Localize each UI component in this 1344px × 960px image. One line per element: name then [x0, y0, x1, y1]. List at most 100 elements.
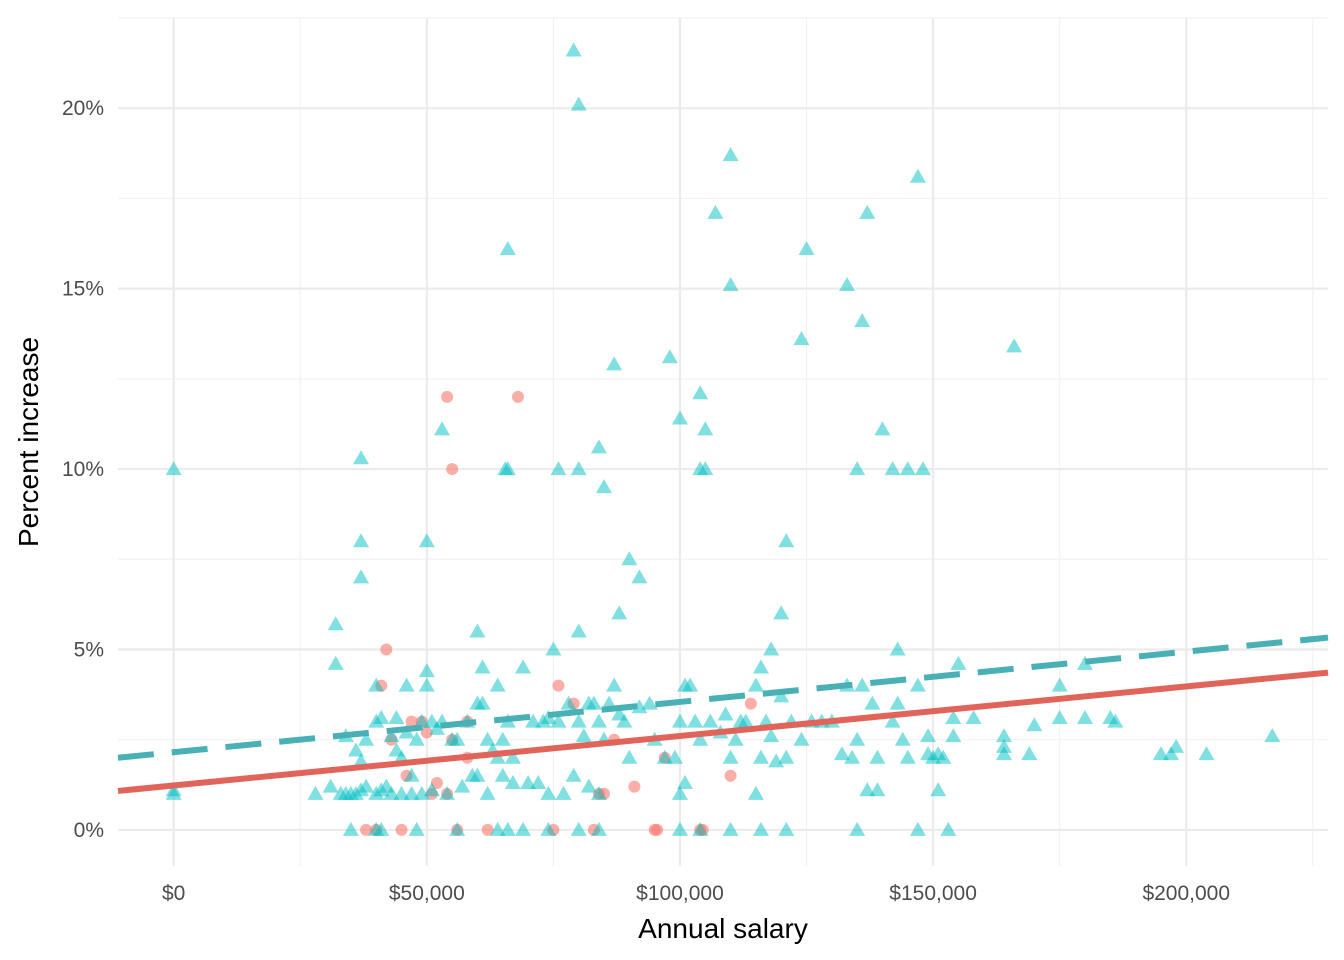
- data-point-triangle: [864, 695, 881, 710]
- data-point-circle: [405, 715, 418, 728]
- data-point-triangle: [798, 240, 815, 255]
- data-point-triangle: [778, 749, 795, 764]
- data-point-triangle: [621, 749, 638, 764]
- data-point-triangle: [722, 821, 739, 836]
- data-point-triangle: [322, 778, 339, 793]
- data-point-triangle: [464, 767, 481, 782]
- data-point-triangle: [909, 821, 926, 836]
- data-point-triangle: [778, 821, 795, 836]
- data-point-triangle: [342, 821, 359, 836]
- data-point-circle: [360, 823, 373, 836]
- data-point-triangle: [585, 695, 602, 710]
- data-point-triangle: [884, 713, 901, 728]
- data-point-triangle: [661, 349, 678, 364]
- data-point-triangle: [358, 778, 375, 793]
- data-point-triangle: [489, 677, 506, 692]
- data-point-triangle: [849, 821, 866, 836]
- data-point-triangle: [1264, 728, 1281, 743]
- data-point-triangle: [449, 731, 466, 746]
- data-point-triangle: [722, 749, 739, 764]
- data-point-triangle: [692, 821, 709, 836]
- data-point-triangle: [590, 821, 607, 836]
- data-point-triangle: [469, 623, 486, 638]
- data-point-triangle: [530, 775, 547, 790]
- data-point-triangle: [570, 96, 587, 111]
- tick-labels: $0 $50,000 $100,000 $150,000 $200,000 0% 5% 10%…: [62, 97, 1230, 905]
- data-point-triangle: [854, 313, 871, 328]
- data-point-triangle: [434, 421, 451, 436]
- data-point-triangle: [631, 699, 648, 714]
- data-point-triangle: [869, 782, 886, 797]
- data-point-triangle: [773, 605, 790, 620]
- data-point-triangle: [687, 713, 704, 728]
- data-point-triangle: [717, 706, 734, 721]
- data-point-triangle: [560, 695, 577, 710]
- data-point-triangle: [347, 742, 364, 757]
- data-point-triangle: [747, 677, 764, 692]
- data-point-triangle: [504, 749, 521, 764]
- data-point-triangle: [494, 767, 511, 782]
- data-point-triangle: [383, 785, 400, 800]
- data-point-triangle: [590, 713, 607, 728]
- data-point-triangle: [479, 785, 496, 800]
- data-point-triangle: [499, 240, 516, 255]
- data-point-triangle: [677, 775, 694, 790]
- data-point-triangle: [899, 461, 916, 476]
- data-point-triangle: [1152, 746, 1169, 761]
- data-point-triangle: [859, 782, 876, 797]
- data-point-triangle: [773, 688, 790, 703]
- data-point-triangle: [692, 385, 709, 400]
- data-point-triangle: [474, 695, 491, 710]
- data-point-triangle: [1076, 710, 1093, 725]
- data-point-circle: [511, 390, 524, 403]
- data-point-triangle: [793, 731, 810, 746]
- data-point-triangle: [833, 746, 850, 761]
- data-point-triangle: [388, 710, 405, 725]
- x-tick-label: $200,000: [1142, 882, 1230, 905]
- data-point-triangle: [454, 778, 471, 793]
- data-point-triangle: [165, 461, 182, 476]
- data-point-triangle: [418, 533, 435, 548]
- data-point-triangle: [1006, 338, 1023, 353]
- trend-line-dashed: [117, 634, 1329, 761]
- data-point-triangle: [889, 641, 906, 656]
- data-point-triangle: [373, 710, 390, 725]
- data-point-circle: [380, 643, 393, 656]
- data-point-triangle: [408, 821, 425, 836]
- trend-line-solid: [117, 669, 1329, 794]
- data-point-triangle: [930, 782, 947, 797]
- data-point-triangle: [844, 749, 861, 764]
- data-point-triangle: [307, 785, 324, 800]
- data-point-triangle: [874, 421, 891, 436]
- data-point-triangle: [1168, 738, 1185, 753]
- data-point-triangle: [575, 728, 592, 743]
- data-point-triangle: [889, 695, 906, 710]
- data-point-triangle: [909, 677, 926, 692]
- data-point-triangle: [358, 731, 375, 746]
- data-point-triangle: [515, 821, 532, 836]
- data-point-triangle: [899, 749, 916, 764]
- data-point-triangle: [1021, 746, 1038, 761]
- data-point-triangle: [474, 659, 491, 674]
- data-point-triangle: [747, 785, 764, 800]
- data-point-circle: [552, 679, 565, 692]
- data-point-triangle: [793, 331, 810, 346]
- data-point-triangle: [945, 710, 962, 725]
- data-point-circle: [628, 780, 641, 793]
- data-point-triangle: [778, 533, 795, 548]
- data-point-triangle: [621, 551, 638, 566]
- data-point-triangle: [499, 821, 516, 836]
- data-point-triangle: [403, 767, 420, 782]
- data-point-circle: [395, 823, 408, 836]
- points: [165, 42, 1281, 836]
- data-point-triangle: [590, 439, 607, 454]
- grid: [118, 17, 1328, 866]
- data-point-triangle: [752, 659, 769, 674]
- data-point-triangle: [616, 713, 633, 728]
- data-point-circle: [446, 463, 459, 476]
- data-point-circle: [724, 769, 737, 782]
- data-point-triangle: [596, 479, 613, 494]
- data-point-triangle: [439, 785, 456, 800]
- data-point-triangle: [671, 785, 688, 800]
